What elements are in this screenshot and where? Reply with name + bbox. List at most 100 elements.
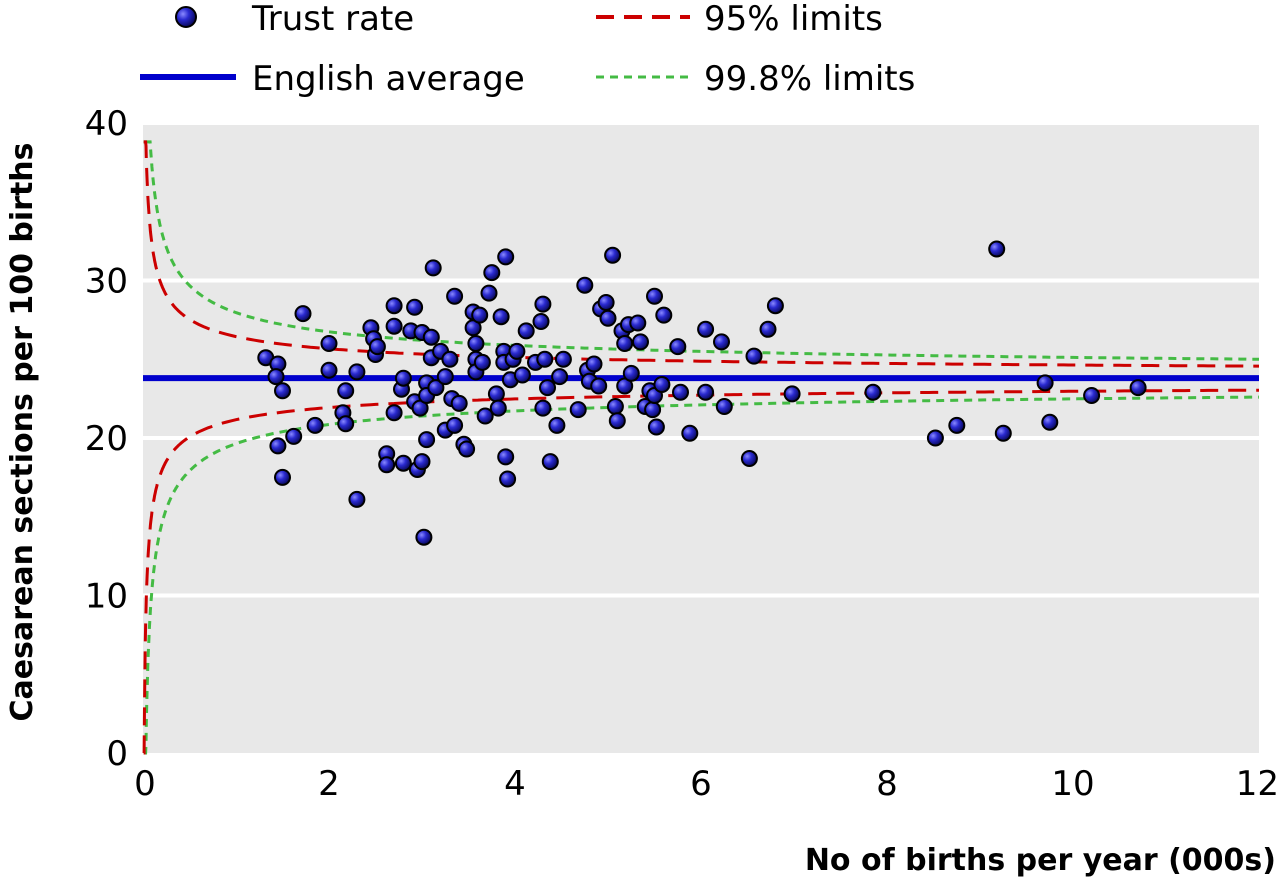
trust-point-35 <box>415 528 433 546</box>
trust-point-93 <box>597 294 615 311</box>
trust-point-131 <box>1041 413 1059 431</box>
trust-point-133 <box>1129 379 1147 397</box>
legend: Trust rate 95% limits English average 99… <box>140 0 915 99</box>
trust-point-70 <box>499 470 517 488</box>
trust-point-87 <box>576 276 594 294</box>
trust-point-58 <box>471 306 489 324</box>
trust-point-59 <box>473 353 491 371</box>
trust-point-108 <box>646 287 663 305</box>
trust-point-65 <box>492 308 510 326</box>
trust-point-38 <box>418 431 436 449</box>
trust-point-83 <box>548 416 566 434</box>
trust-point-84 <box>551 368 569 386</box>
y-tick-20: 20 <box>85 419 128 459</box>
x-tick-labels: 0 2 4 6 8 10 12 <box>134 764 1279 804</box>
trust-point-12 <box>337 382 355 400</box>
trust-point-103 <box>629 314 647 332</box>
x-tick-12: 12 <box>1236 764 1279 804</box>
trust-point-5 <box>274 468 291 486</box>
trust-point-23 <box>385 317 403 335</box>
trust-point-91 <box>590 377 608 395</box>
trust-point-14 <box>348 363 366 381</box>
trust-point-113 <box>669 338 687 356</box>
trust-point-19 <box>368 338 386 356</box>
trust-point-29 <box>406 298 424 316</box>
trust-point-130 <box>1036 374 1054 392</box>
trust-point-115 <box>681 424 699 442</box>
trust-point-110 <box>647 418 665 436</box>
trust-point-4 <box>269 437 287 455</box>
legend-label-english-average: English average <box>252 59 525 99</box>
trust-point-104 <box>632 333 649 351</box>
trust-point-63 <box>487 385 505 403</box>
trust-point-107 <box>644 401 662 419</box>
trust-point-48 <box>446 287 464 305</box>
trust-point-124 <box>783 385 801 403</box>
legend-label-trust-rate: Trust rate <box>251 0 414 39</box>
y-tick-30: 30 <box>85 262 128 302</box>
trust-point-127 <box>948 416 966 434</box>
y-tick-0: 0 <box>106 734 128 774</box>
x-axis-title: No of births per year (000s) <box>805 843 1276 878</box>
trust-point-3 <box>274 382 291 400</box>
trust-point-118 <box>713 333 730 351</box>
trust-point-64 <box>489 399 507 417</box>
trust-point-119 <box>715 398 733 415</box>
trust-point-27 <box>394 454 412 472</box>
x-tick-6: 6 <box>690 764 712 804</box>
trust-point-121 <box>745 347 763 365</box>
trust-point-68 <box>497 248 515 266</box>
trust-point-46 <box>441 350 459 368</box>
trust-point-111 <box>653 376 671 393</box>
trust-point-82 <box>541 453 559 471</box>
trust-point-21 <box>378 456 396 474</box>
trust-point-95 <box>604 246 622 264</box>
trust-point-90 <box>585 355 603 373</box>
x-tick-10: 10 <box>1051 764 1094 804</box>
trust-point-125 <box>864 383 882 401</box>
trust-point-34 <box>413 453 431 471</box>
legend-label-99-8-limits: 99.8% limits <box>704 59 915 99</box>
trust-point-69 <box>497 448 515 466</box>
trust-point-50 <box>450 394 468 412</box>
x-tick-8: 8 <box>876 764 898 804</box>
trust-point-78 <box>534 295 552 313</box>
trust-point-85 <box>554 350 572 368</box>
trust-point-6 <box>285 427 303 445</box>
trust-point-61 <box>480 284 498 302</box>
trust-point-13 <box>337 415 355 433</box>
gridlines <box>143 121 1259 598</box>
trust-point-39 <box>422 328 440 346</box>
trust-point-22 <box>385 297 403 315</box>
trust-point-96 <box>606 398 624 415</box>
trust-point-120 <box>740 450 758 467</box>
trust-point-42 <box>427 379 445 397</box>
x-tick-2: 2 <box>318 764 340 804</box>
trust-point-10 <box>320 361 338 379</box>
x-tick-0: 0 <box>134 764 156 804</box>
trust-point-75 <box>517 322 535 340</box>
trust-point-117 <box>697 383 715 401</box>
trust-point-122 <box>759 320 777 338</box>
trust-point-79 <box>534 399 552 417</box>
limit-95-lower-curve <box>142 388 1259 755</box>
trust-point-9 <box>320 335 338 352</box>
trust-point-129 <box>994 424 1012 442</box>
x-tick-4: 4 <box>504 764 526 804</box>
trust-point-97 <box>608 412 626 430</box>
trust-rate-points <box>257 240 1147 546</box>
y-tick-labels: 0 10 20 30 40 <box>85 104 128 774</box>
trust-point-44 <box>436 368 454 386</box>
legend-marker-trust-rate <box>175 6 197 28</box>
trust-point-112 <box>655 306 673 324</box>
trust-point-24 <box>385 404 403 422</box>
limit-95-upper-curve <box>143 140 1259 368</box>
trust-point-116 <box>697 320 715 338</box>
trust-point-26 <box>394 369 412 387</box>
y-axis-title: Caesarean sections per 100 births <box>5 142 40 721</box>
trust-point-74 <box>513 366 531 384</box>
y-tick-10: 10 <box>85 577 128 617</box>
trust-point-77 <box>532 313 550 330</box>
y-tick-40: 40 <box>85 104 128 144</box>
trust-point-132 <box>1083 387 1101 404</box>
